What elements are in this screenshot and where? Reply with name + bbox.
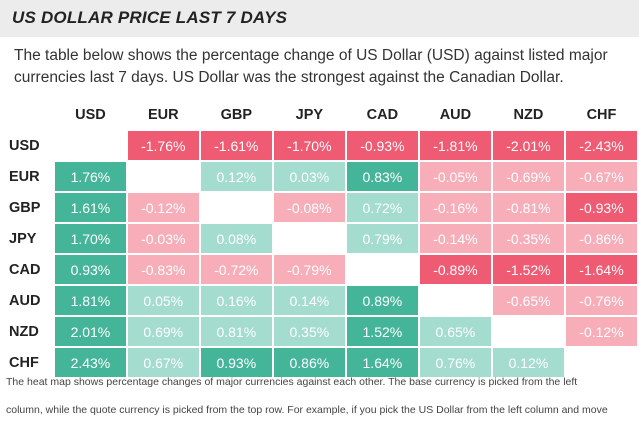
page-title: US DOLLAR PRICE LAST 7 DAYS [12, 8, 288, 27]
row-header-nzd: NZD [2, 316, 56, 348]
heatmap-cell-cad-nzd: -1.52% [491, 254, 566, 286]
heatmap-row-aud: AUD 1.81% 0.05% 0.16% 0.14% 0.89% -0.65% -0.76% [2, 285, 639, 317]
heatmap-cell-chf-usd: 2.43% [54, 347, 128, 379]
heatmap-cell-jpy-aud: -0.14% [418, 223, 493, 255]
column-header-aud: AUD [418, 100, 493, 131]
column-header-usd: USD [54, 100, 128, 131]
row-header-usd: USD [2, 130, 56, 162]
description: The table below shows the percentage cha… [14, 47, 608, 86]
heatmap-cell-cad-usd: 0.93% [54, 254, 128, 286]
heatmap-row-cad: CAD 0.93% -0.83% -0.72% -0.79% -0.89% -1.52% -1… [2, 254, 639, 286]
heatmap-cell-nzd-gbp: 0.81% [199, 316, 274, 348]
heatmap-cell-aud-cad: 0.89% [345, 285, 420, 317]
heatmap-cell-chf-eur: 0.67% [126, 347, 201, 379]
heatmap-cell-eur-aud: -0.05% [418, 161, 493, 193]
heatmap-cell-chf-gbp: 0.93% [199, 347, 274, 379]
heatmap-cell-aud-chf: -0.76% [564, 285, 639, 317]
heatmap-cell-gbp-cad: 0.72% [345, 192, 420, 224]
heatmap-cell-gbp-usd: 1.61% [54, 192, 128, 224]
heatmap-corner [2, 100, 56, 131]
heatmap-cell-usd-chf: -2.43% [564, 130, 639, 162]
heatmap-cell-eur-nzd: -0.69% [491, 161, 566, 193]
row-header-gbp: GBP [2, 192, 56, 224]
heatmap-row-nzd: NZD 2.01% 0.69% 0.81% 0.35% 1.52% 0.65% -0.12% [2, 316, 639, 348]
heatmap-cell-cad-aud: -0.89% [418, 254, 493, 286]
heatmap-cell-cad-gbp: -0.72% [199, 254, 274, 286]
footnote-line-1: The heat map shows percentage changes of… [6, 376, 578, 388]
heatmap-cell-nzd-jpy: 0.35% [272, 316, 347, 348]
heatmap-cell-aud-aud [418, 285, 493, 317]
heatmap-cell-eur-usd: 1.76% [54, 161, 128, 193]
heatmap-cell-eur-cad: 0.83% [345, 161, 420, 193]
heatmap-table: USD EUR GBP JPY CAD AUD NZD CHF USD -1.76% -1.61%… [2, 100, 639, 379]
footnote-line-2: column, while the quote currency is pick… [6, 404, 608, 416]
column-header-eur: EUR [126, 100, 201, 131]
heatmap-row-chf: CHF 2.43% 0.67% 0.93% 0.86% 1.64% 0.76% 0.12% [2, 347, 639, 379]
column-header-chf: CHF [564, 100, 639, 131]
heatmap-row-usd: USD -1.76% -1.61% -1.70% -0.93% -1.81% -2.01% -… [2, 130, 639, 162]
heatmap-cell-aud-jpy: 0.14% [272, 285, 347, 317]
heatmap-cell-usd-aud: -1.81% [418, 130, 493, 162]
heatmap-row-gbp: GBP 1.61% -0.12% -0.08% 0.72% -0.16% -0.81% -0.… [2, 192, 639, 224]
heatmap-cell-gbp-nzd: -0.81% [491, 192, 566, 224]
column-header-jpy: JPY [272, 100, 347, 131]
heatmap-cell-gbp-chf: -0.93% [564, 192, 639, 224]
heatmap-cell-chf-nzd: 0.12% [491, 347, 566, 379]
row-header-eur: EUR [2, 161, 56, 193]
heatmap-cell-eur-chf: -0.67% [564, 161, 639, 193]
heatmap-cell-nzd-aud: 0.65% [418, 316, 493, 348]
row-header-chf: CHF [2, 347, 56, 379]
heatmap-cell-usd-usd [54, 130, 128, 162]
heatmap-cell-jpy-jpy [272, 223, 347, 255]
heatmap-cell-nzd-cad: 1.52% [345, 316, 420, 348]
heatmap-cell-gbp-eur: -0.12% [126, 192, 201, 224]
heatmap-cell-cad-chf: -1.64% [564, 254, 639, 286]
heatmap-cell-eur-jpy: 0.03% [272, 161, 347, 193]
heatmap-header-row: USD EUR GBP JPY CAD AUD NZD CHF [2, 100, 639, 131]
column-header-nzd: NZD [491, 100, 566, 131]
heatmap-cell-aud-gbp: 0.16% [199, 285, 274, 317]
column-header-gbp: GBP [199, 100, 274, 131]
heatmap-cell-gbp-jpy: -0.08% [272, 192, 347, 224]
heatmap-cell-eur-eur [126, 161, 201, 193]
heatmap-cell-nzd-chf: -0.12% [564, 316, 639, 348]
heatmap-cell-jpy-usd: 1.70% [54, 223, 128, 255]
heatmap-cell-aud-usd: 1.81% [54, 285, 128, 317]
heatmap-cell-usd-gbp: -1.61% [199, 130, 274, 162]
heatmap-cell-chf-chf [564, 347, 639, 379]
heatmap-cell-nzd-eur: 0.69% [126, 316, 201, 348]
heatmap-cell-usd-eur: -1.76% [126, 130, 201, 162]
heatmap-cell-cad-jpy: -0.79% [272, 254, 347, 286]
heatmap-cell-nzd-nzd [491, 316, 566, 348]
heatmap-cell-jpy-gbp: 0.08% [199, 223, 274, 255]
heatmap-cell-eur-gbp: 0.12% [199, 161, 274, 193]
heatmap-row-eur: EUR 1.76% 0.12% 0.03% 0.83% -0.05% -0.69% -0.67… [2, 161, 639, 193]
row-header-aud: AUD [2, 285, 56, 317]
heatmap-cell-jpy-nzd: -0.35% [491, 223, 566, 255]
heatmap-cell-usd-nzd: -2.01% [491, 130, 566, 162]
heatmap-cell-usd-jpy: -1.70% [272, 130, 347, 162]
column-header-cad: CAD [345, 100, 420, 131]
heatmap-cell-cad-cad [345, 254, 420, 286]
row-header-jpy: JPY [2, 223, 56, 255]
heatmap-cell-jpy-chf: -0.86% [564, 223, 639, 255]
heatmap-cell-usd-cad: -0.93% [345, 130, 420, 162]
heatmap-cell-chf-aud: 0.76% [418, 347, 493, 379]
heatmap-cell-chf-cad: 1.64% [345, 347, 420, 379]
heatmap-body: USD -1.76% -1.61% -1.70% -0.93% -1.81% -2.01% -… [2, 130, 639, 379]
heatmap-cell-cad-eur: -0.83% [126, 254, 201, 286]
heatmap-cell-chf-jpy: 0.86% [272, 347, 347, 379]
title-bar: US DOLLAR PRICE LAST 7 DAYS [0, 0, 639, 37]
heatmap-cell-gbp-gbp [199, 192, 274, 224]
heatmap-cell-nzd-usd: 2.01% [54, 316, 128, 348]
heatmap-row-jpy: JPY 1.70% -0.03% 0.08% 0.79% -0.14% -0.35% -0.8… [2, 223, 639, 255]
heatmap-cell-aud-eur: 0.05% [126, 285, 201, 317]
heatmap-cell-gbp-aud: -0.16% [418, 192, 493, 224]
heatmap-cell-jpy-eur: -0.03% [126, 223, 201, 255]
heatmap-cell-jpy-cad: 0.79% [345, 223, 420, 255]
row-header-cad: CAD [2, 254, 56, 286]
heatmap-cell-aud-nzd: -0.65% [491, 285, 566, 317]
